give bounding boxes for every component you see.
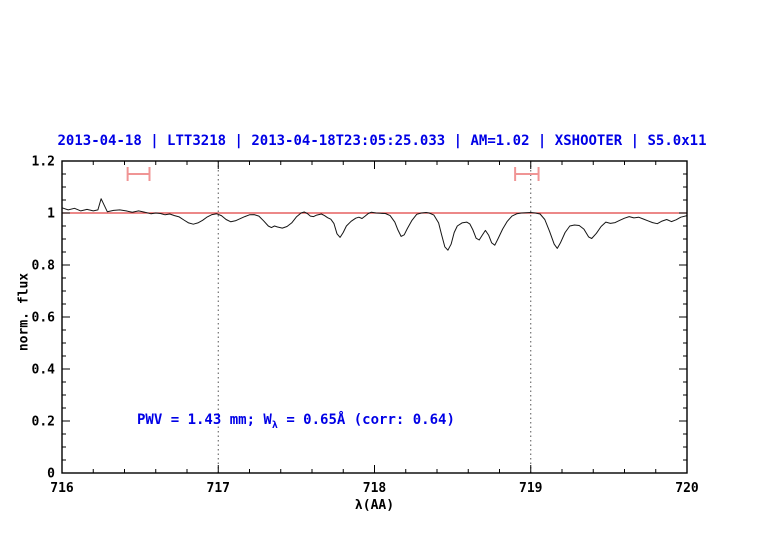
y-tick-label: 1 xyxy=(47,207,55,222)
interval-marker-1 xyxy=(126,167,151,181)
y-axis-label: norm. flux xyxy=(16,272,32,352)
interval-marker-2 xyxy=(514,167,540,181)
pwv-annotation-prefix: PWV = 1.43 mm; W xyxy=(137,412,272,428)
y-tick-label: 0.6 xyxy=(32,311,56,326)
y-tick-label: 0.4 xyxy=(32,363,56,378)
x-axis-label: λ(AA) xyxy=(354,498,395,513)
spectrum-line xyxy=(61,198,688,251)
x-tick-label: 719 xyxy=(519,481,542,496)
x-tick-label: 718 xyxy=(363,481,387,496)
y-tick-label: 0.8 xyxy=(32,259,56,274)
x-tick-label: 720 xyxy=(675,481,699,496)
y-tick-label: 0.2 xyxy=(32,415,55,430)
figure-title: 2013-04-18 | LTT3218 | 2013-04-18T23:05:… xyxy=(57,133,707,149)
pwv-annotation: PWV = 1.43 mm; Wλ = 0.65Å (corr: 0.64) xyxy=(137,412,455,431)
y-tick-label: 1.2 xyxy=(32,155,55,170)
pwv-annotation-subscript: λ xyxy=(271,419,278,431)
x-tick-label: 716 xyxy=(50,481,74,496)
pwv-annotation-suffix: = 0.65Å (corr: 0.64) xyxy=(277,412,455,428)
x-tick-label: 717 xyxy=(207,481,230,496)
y-tick-label: 0 xyxy=(47,467,55,482)
